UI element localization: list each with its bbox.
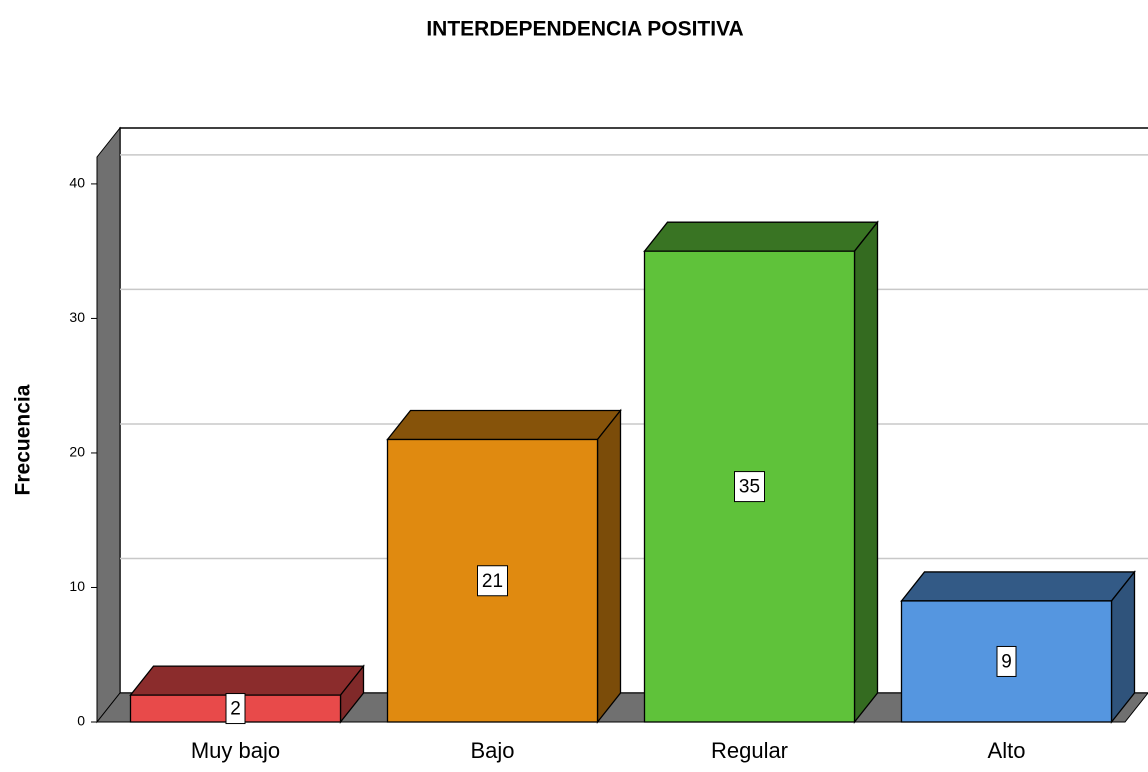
bar-top [386, 409, 622, 441]
value-label-box [225, 693, 246, 725]
y-tick-label: 30 [69, 309, 85, 325]
left-wall [96, 126, 121, 724]
bar-top [643, 221, 879, 252]
bar-top [900, 571, 1136, 602]
x-tick-label: Muy bajo [191, 738, 280, 763]
bar-side [596, 408, 622, 724]
bar-group: 21 [386, 408, 622, 724]
value-label: 35 [739, 477, 760, 498]
chart-title: INTERDEPENDENCIA POSITIVA [426, 18, 743, 41]
bar-group: 35 [643, 220, 879, 724]
bar-group: 2 [129, 664, 365, 725]
x-tick-label: Alto [988, 738, 1026, 763]
y-axis-label: Frecuencia [12, 384, 35, 495]
x-tick-label: Bajo [470, 738, 514, 763]
value-label: 9 [1001, 651, 1012, 672]
value-label: 2 [230, 699, 241, 720]
y-tick-label: 0 [77, 713, 85, 729]
bar-group: 9 [900, 570, 1136, 724]
bar-top [129, 665, 365, 696]
value-label-box [734, 471, 765, 503]
x-tick-label: Regular [711, 738, 788, 763]
value-label-box [996, 645, 1017, 677]
y-tick-label: 10 [69, 578, 85, 594]
y-tick-label: 20 [69, 444, 85, 460]
y-tick-label: 40 [69, 175, 85, 191]
bar-side [853, 220, 879, 724]
value-label-box [477, 565, 508, 597]
value-label: 21 [482, 571, 503, 592]
